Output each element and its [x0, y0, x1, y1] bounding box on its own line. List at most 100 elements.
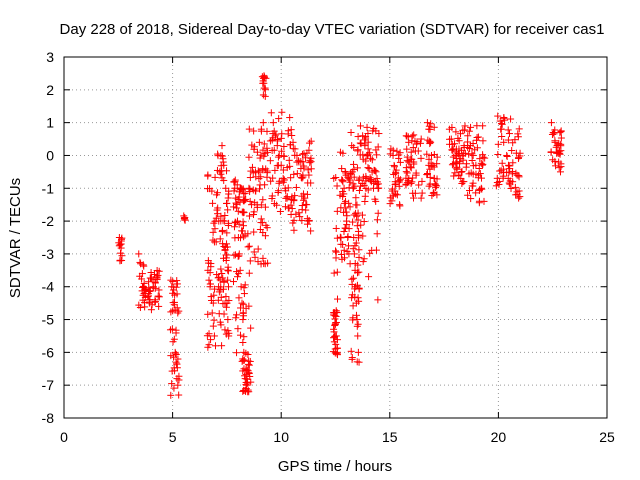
- data-point: [469, 151, 477, 159]
- data-point: [356, 139, 364, 147]
- data-point: [415, 181, 423, 189]
- data-point: [386, 150, 394, 158]
- data-point: [282, 194, 290, 202]
- data-point: [175, 391, 183, 399]
- data-point: [219, 217, 227, 225]
- data-point: [552, 162, 560, 170]
- data-point: [219, 158, 227, 166]
- data-point: [417, 194, 425, 202]
- data-point: [332, 254, 340, 262]
- data-point: [407, 148, 415, 156]
- data-point: [347, 347, 355, 355]
- data-point: [417, 154, 425, 162]
- data-point: [219, 240, 227, 248]
- data-point: [173, 290, 181, 298]
- data-point: [218, 142, 226, 150]
- data-point: [239, 387, 247, 395]
- y-tick-label: 3: [46, 49, 54, 65]
- data-point: [204, 310, 212, 318]
- data-point: [261, 203, 269, 211]
- data-point: [418, 177, 426, 185]
- data-point: [329, 309, 337, 317]
- data-point: [464, 191, 472, 199]
- data-point: [169, 307, 177, 315]
- data-point: [469, 140, 477, 148]
- data-point: [247, 324, 255, 332]
- x-tick-label: 20: [491, 429, 507, 445]
- data-point: [168, 380, 176, 388]
- data-point: [141, 293, 149, 301]
- data-point: [330, 269, 338, 277]
- data-point: [299, 196, 307, 204]
- data-point: [423, 169, 431, 177]
- data-point: [246, 357, 254, 365]
- data-point: [175, 376, 183, 384]
- data-point: [306, 139, 314, 147]
- data-point: [260, 152, 268, 160]
- data-point: [207, 336, 215, 344]
- data-point: [231, 234, 239, 242]
- data-point: [274, 161, 282, 169]
- data-point: [371, 195, 379, 203]
- data-point: [353, 201, 361, 209]
- data-point: [506, 177, 514, 185]
- data-point: [210, 332, 218, 340]
- x-tick-label: 0: [60, 429, 68, 445]
- data-point: [410, 131, 418, 139]
- data-point: [333, 351, 341, 359]
- data-point: [332, 319, 340, 327]
- data-point: [396, 158, 404, 166]
- data-point: [217, 293, 225, 301]
- data-point: [468, 156, 476, 164]
- data-point: [260, 84, 268, 92]
- data-point: [354, 133, 362, 141]
- data-point: [553, 149, 561, 157]
- data-point: [338, 176, 346, 184]
- data-point: [231, 218, 239, 226]
- data-point: [364, 150, 372, 158]
- data-point: [247, 167, 255, 175]
- chart-title: Day 228 of 2018, Sidereal Day-to-day VTE…: [60, 21, 605, 38]
- data-point: [273, 136, 281, 144]
- data-point: [290, 196, 298, 204]
- data-point: [243, 379, 251, 387]
- data-point: [252, 173, 260, 181]
- data-point: [167, 308, 175, 316]
- data-point: [464, 132, 472, 140]
- data-point: [465, 127, 473, 135]
- data-point: [223, 229, 231, 237]
- data-point: [242, 378, 250, 386]
- data-point: [423, 150, 431, 158]
- data-point: [240, 386, 248, 394]
- data-point: [230, 187, 238, 195]
- data-point: [354, 320, 362, 328]
- data-point: [430, 151, 438, 159]
- data-point: [552, 143, 560, 151]
- data-point: [245, 361, 253, 369]
- data-point: [500, 114, 508, 122]
- data-point: [507, 115, 515, 123]
- data-point: [206, 280, 214, 288]
- data-point: [402, 174, 410, 182]
- data-point: [426, 125, 434, 133]
- data-point: [460, 178, 468, 186]
- data-point: [366, 249, 374, 257]
- data-point: [338, 255, 346, 263]
- data-point: [461, 149, 469, 157]
- data-point: [259, 119, 267, 127]
- tick-labels: 0 5 10 15 20 25 -8 -7 -6 -5 -4 -3 -2 -1 0 1 2 3: [42, 49, 615, 445]
- data-point: [469, 162, 477, 170]
- data-point: [236, 331, 244, 339]
- data-point: [267, 109, 275, 117]
- data-point: [498, 159, 506, 167]
- data-point: [262, 221, 270, 229]
- data-point: [250, 228, 258, 236]
- data-point: [290, 216, 298, 224]
- data-point: [476, 185, 484, 193]
- data-point: [291, 192, 299, 200]
- data-point: [429, 189, 437, 197]
- data-point: [263, 173, 271, 181]
- data-point: [449, 153, 457, 161]
- x-tick-label: 15: [382, 429, 398, 445]
